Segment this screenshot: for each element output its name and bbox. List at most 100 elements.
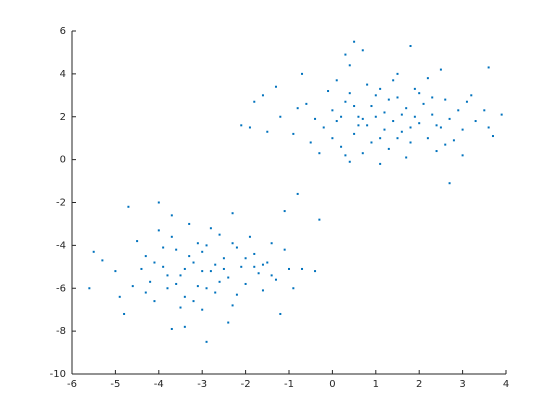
- point: [344, 53, 347, 56]
- point: [253, 100, 256, 103]
- point: [235, 293, 238, 296]
- point: [170, 327, 173, 330]
- point: [461, 154, 464, 157]
- y-tick-label: 4: [60, 69, 66, 80]
- point: [340, 145, 343, 148]
- point: [400, 130, 403, 133]
- point: [392, 79, 395, 82]
- point: [379, 87, 382, 90]
- point: [413, 87, 416, 90]
- point: [418, 122, 421, 125]
- point: [248, 235, 251, 238]
- point: [192, 261, 195, 264]
- point: [222, 267, 225, 270]
- point: [144, 255, 147, 258]
- point: [218, 280, 221, 283]
- point: [175, 282, 178, 285]
- point: [153, 300, 156, 303]
- y-tick-label: -6: [56, 283, 66, 294]
- point: [335, 120, 338, 123]
- point: [140, 267, 143, 270]
- point: [409, 141, 412, 144]
- point: [327, 90, 330, 93]
- point: [183, 325, 186, 328]
- point: [261, 94, 264, 97]
- point: [183, 267, 186, 270]
- point: [448, 182, 451, 185]
- point: [183, 295, 186, 298]
- point: [348, 92, 351, 95]
- point: [461, 128, 464, 131]
- point: [179, 306, 182, 309]
- point: [257, 272, 260, 275]
- point: [366, 124, 369, 127]
- point: [457, 109, 460, 112]
- point: [383, 111, 386, 114]
- point: [470, 94, 473, 97]
- point: [253, 265, 256, 268]
- point: [314, 117, 317, 120]
- point: [170, 235, 173, 238]
- point: [361, 117, 364, 120]
- point: [418, 92, 421, 95]
- point: [431, 96, 434, 99]
- point: [309, 141, 312, 144]
- point: [231, 304, 234, 307]
- point: [279, 115, 282, 118]
- point: [379, 137, 382, 140]
- point: [301, 72, 304, 75]
- point: [301, 267, 304, 270]
- point: [392, 120, 395, 123]
- point: [344, 100, 347, 103]
- point: [370, 105, 373, 108]
- point: [118, 295, 121, 298]
- point: [157, 201, 160, 204]
- point: [353, 105, 356, 108]
- point: [357, 115, 360, 118]
- y-tick-label: -2: [56, 198, 66, 209]
- point: [170, 214, 173, 217]
- point: [114, 270, 117, 273]
- point: [444, 98, 447, 101]
- point: [201, 270, 204, 273]
- point: [370, 141, 373, 144]
- point: [227, 276, 230, 279]
- point: [353, 132, 356, 135]
- point: [266, 130, 269, 133]
- point: [435, 150, 438, 153]
- point: [149, 280, 152, 283]
- point: [209, 227, 212, 230]
- point: [322, 126, 325, 129]
- point: [426, 137, 429, 140]
- point: [435, 124, 438, 127]
- point: [283, 248, 286, 251]
- point: [227, 321, 230, 324]
- y-tick-label: -4: [56, 240, 66, 251]
- point: [201, 308, 204, 311]
- point: [383, 128, 386, 131]
- y-tick-label: 0: [60, 155, 66, 166]
- point: [409, 126, 412, 129]
- point: [218, 233, 221, 236]
- point: [274, 278, 277, 281]
- point: [266, 261, 269, 264]
- x-tick-label: 3: [459, 379, 465, 390]
- point: [296, 107, 299, 110]
- point: [331, 137, 334, 140]
- point: [431, 113, 434, 116]
- point: [270, 242, 273, 245]
- x-tick-label: -5: [110, 379, 120, 390]
- point: [166, 287, 169, 290]
- point: [166, 274, 169, 277]
- x-tick-label: -4: [154, 379, 164, 390]
- point: [240, 265, 243, 268]
- point: [296, 192, 299, 195]
- point: [353, 40, 356, 43]
- point: [231, 242, 234, 245]
- point: [201, 250, 204, 253]
- point: [92, 250, 95, 253]
- point: [331, 109, 334, 112]
- x-tick-label: 2: [416, 379, 422, 390]
